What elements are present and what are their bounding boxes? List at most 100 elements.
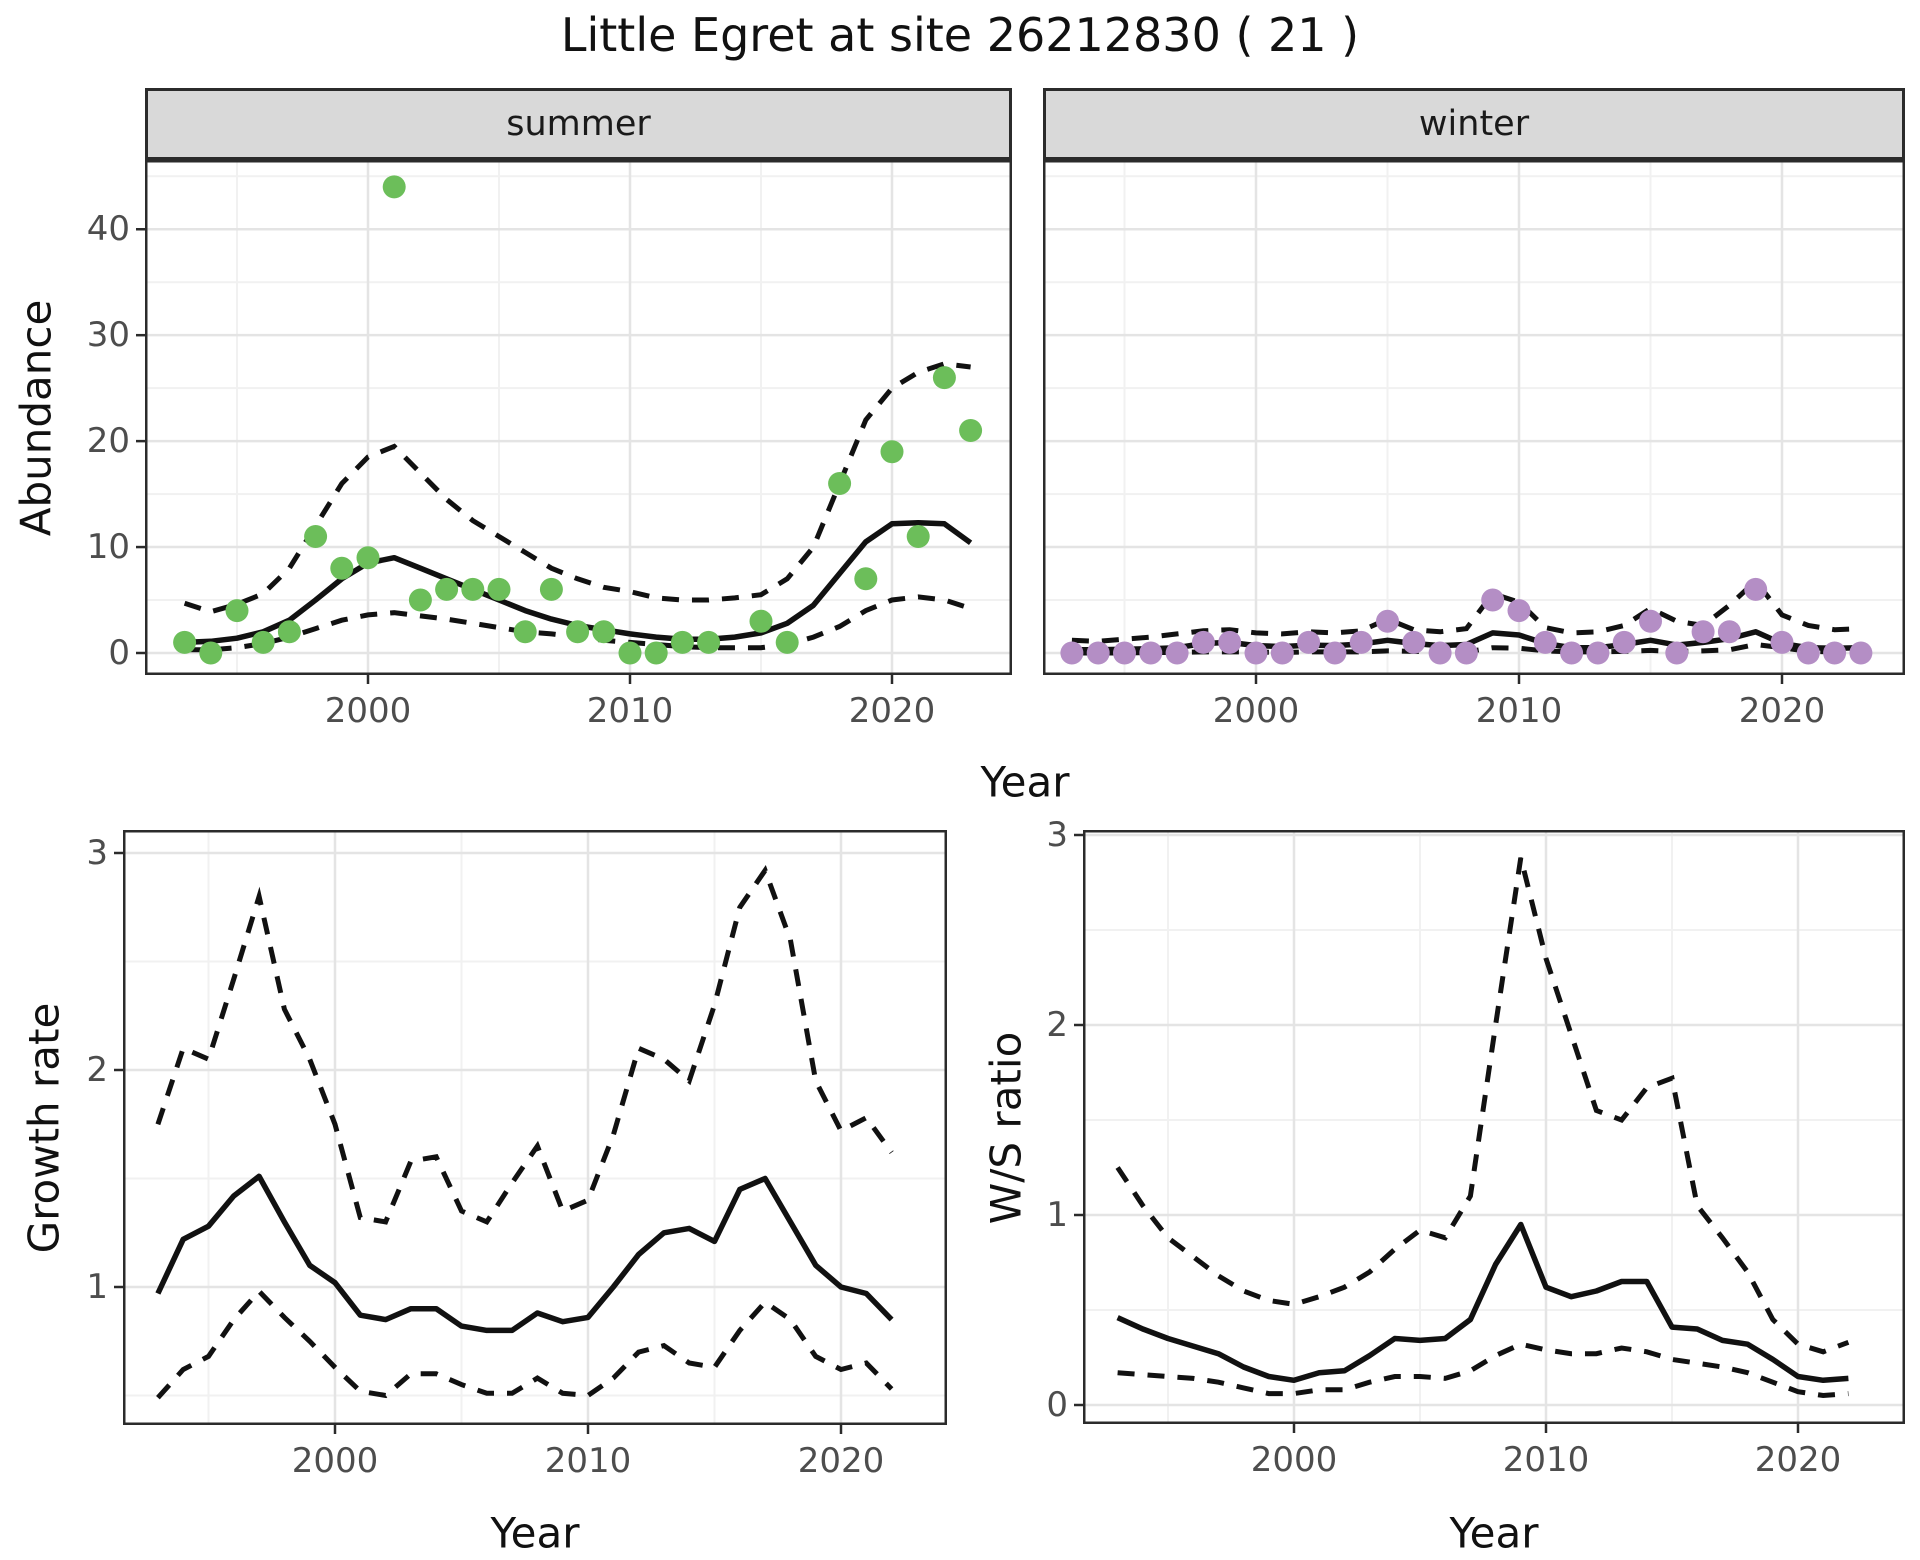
- data-point: [251, 630, 275, 654]
- y-tick-label: 0: [108, 633, 130, 673]
- x-axis-title-year-bottom-right: Year: [1449, 1508, 1539, 1558]
- ci-lower-line: [1117, 1341, 1849, 1399]
- panel-border: [1083, 830, 1905, 1424]
- x-tick-label: 2010: [544, 1441, 632, 1481]
- fit-lines: [183, 361, 973, 653]
- y-tick-label: 40: [86, 209, 130, 250]
- data-point: [1507, 599, 1531, 623]
- axis-ticks: [1254, 675, 1784, 684]
- data-point: [906, 525, 930, 548]
- data-point: [1060, 641, 1084, 665]
- ci-upper-line: [1115, 857, 1850, 1355]
- y-tick-label: 1: [86, 1267, 108, 1307]
- data-point: [487, 577, 511, 601]
- data-point: [1691, 620, 1715, 644]
- gridlines: [1083, 830, 1905, 1424]
- data-point: [1218, 630, 1242, 654]
- data-point: [408, 588, 432, 612]
- panel-border: [145, 160, 1012, 675]
- x-tick-label: 2020: [848, 691, 936, 731]
- observed-points: [173, 175, 983, 665]
- fit-mean-line: [1116, 1221, 1849, 1384]
- data-point: [1113, 641, 1136, 665]
- y-tick-label: 2: [86, 1050, 108, 1090]
- data-point: [644, 641, 668, 665]
- gridlines: [145, 160, 1012, 675]
- y-axis-title-abundance: Abundance: [11, 299, 61, 537]
- data-point: [1402, 630, 1426, 654]
- data-point: [1139, 641, 1163, 665]
- data-point: [277, 620, 301, 644]
- y-tick-label: 10: [86, 527, 130, 568]
- data-point: [1744, 577, 1768, 601]
- fit-lines: [1115, 857, 1850, 1399]
- x-tick-label: 2000: [1250, 1440, 1338, 1480]
- data-point: [697, 630, 721, 654]
- axis-ticks: [136, 227, 894, 684]
- chart-growth-rate: [114, 830, 947, 1434]
- x-tick-label: 2020: [1754, 1440, 1842, 1480]
- data-point: [932, 366, 956, 390]
- axis-ticks: [1074, 833, 1800, 1433]
- fit-mean-line: [155, 1173, 894, 1334]
- data-point: [592, 620, 616, 644]
- data-point: [1376, 609, 1399, 633]
- data-point: [1586, 641, 1610, 665]
- chart-abundance-winter: [1043, 160, 1905, 684]
- data-point: [382, 175, 406, 199]
- axis-ticks: [114, 851, 843, 1434]
- facet-strip-summer-label: summer: [506, 104, 651, 144]
- panel-border: [1043, 160, 1905, 675]
- facet-strip-winter: winter: [1043, 88, 1905, 160]
- data-point: [1639, 609, 1662, 633]
- observed-points: [1060, 577, 1873, 665]
- data-point: [1560, 641, 1584, 665]
- x-axis-title-year-bottom-left: Year: [490, 1508, 580, 1558]
- x-tick-label: 2020: [1738, 691, 1826, 731]
- data-point: [173, 630, 197, 654]
- data-point: [828, 472, 852, 495]
- chart-ws-ratio: [1074, 830, 1905, 1433]
- fit-lines: [155, 864, 894, 1400]
- data-point: [1428, 641, 1452, 665]
- x-axis-title-year-top: Year: [980, 757, 1070, 807]
- data-point: [1323, 641, 1347, 665]
- x-tick-label: 2000: [1212, 691, 1300, 731]
- x-tick-label: 2020: [797, 1441, 885, 1481]
- figure-title: Little Egret at site 26212830 ( 21 ): [560, 8, 1360, 62]
- data-point: [566, 620, 590, 644]
- y-tick-label: 1: [1046, 1195, 1068, 1235]
- gridlines: [1043, 160, 1905, 675]
- data-point: [1191, 630, 1215, 654]
- data-point: [1823, 641, 1847, 665]
- y-tick-label: 20: [86, 421, 130, 462]
- data-point: [880, 440, 904, 464]
- data-point: [1454, 641, 1478, 665]
- data-point: [330, 556, 354, 580]
- data-point: [749, 609, 773, 633]
- ci-lower-line: [156, 1287, 894, 1400]
- data-point: [775, 630, 799, 654]
- data-point: [1297, 630, 1321, 654]
- data-point: [539, 577, 563, 601]
- x-tick-label: 2010: [1502, 1440, 1590, 1480]
- data-point: [959, 419, 983, 442]
- data-point: [1481, 588, 1505, 612]
- data-point: [854, 567, 878, 591]
- data-point: [356, 546, 380, 570]
- facet-strip-summer: summer: [145, 88, 1012, 160]
- data-point: [1165, 641, 1189, 665]
- ci-upper-line: [183, 361, 971, 615]
- data-point: [304, 525, 328, 548]
- data-point: [1665, 641, 1689, 665]
- x-tick-label: 2000: [324, 691, 412, 731]
- data-point: [199, 641, 223, 665]
- ci-upper-line: [1071, 577, 1862, 644]
- ci-upper-line: [155, 864, 894, 1226]
- data-point: [1612, 630, 1636, 654]
- data-point: [1770, 630, 1794, 654]
- y-axis-title-growth-rate: Growth rate: [19, 1002, 69, 1254]
- data-point: [1717, 620, 1741, 644]
- data-point: [435, 577, 459, 601]
